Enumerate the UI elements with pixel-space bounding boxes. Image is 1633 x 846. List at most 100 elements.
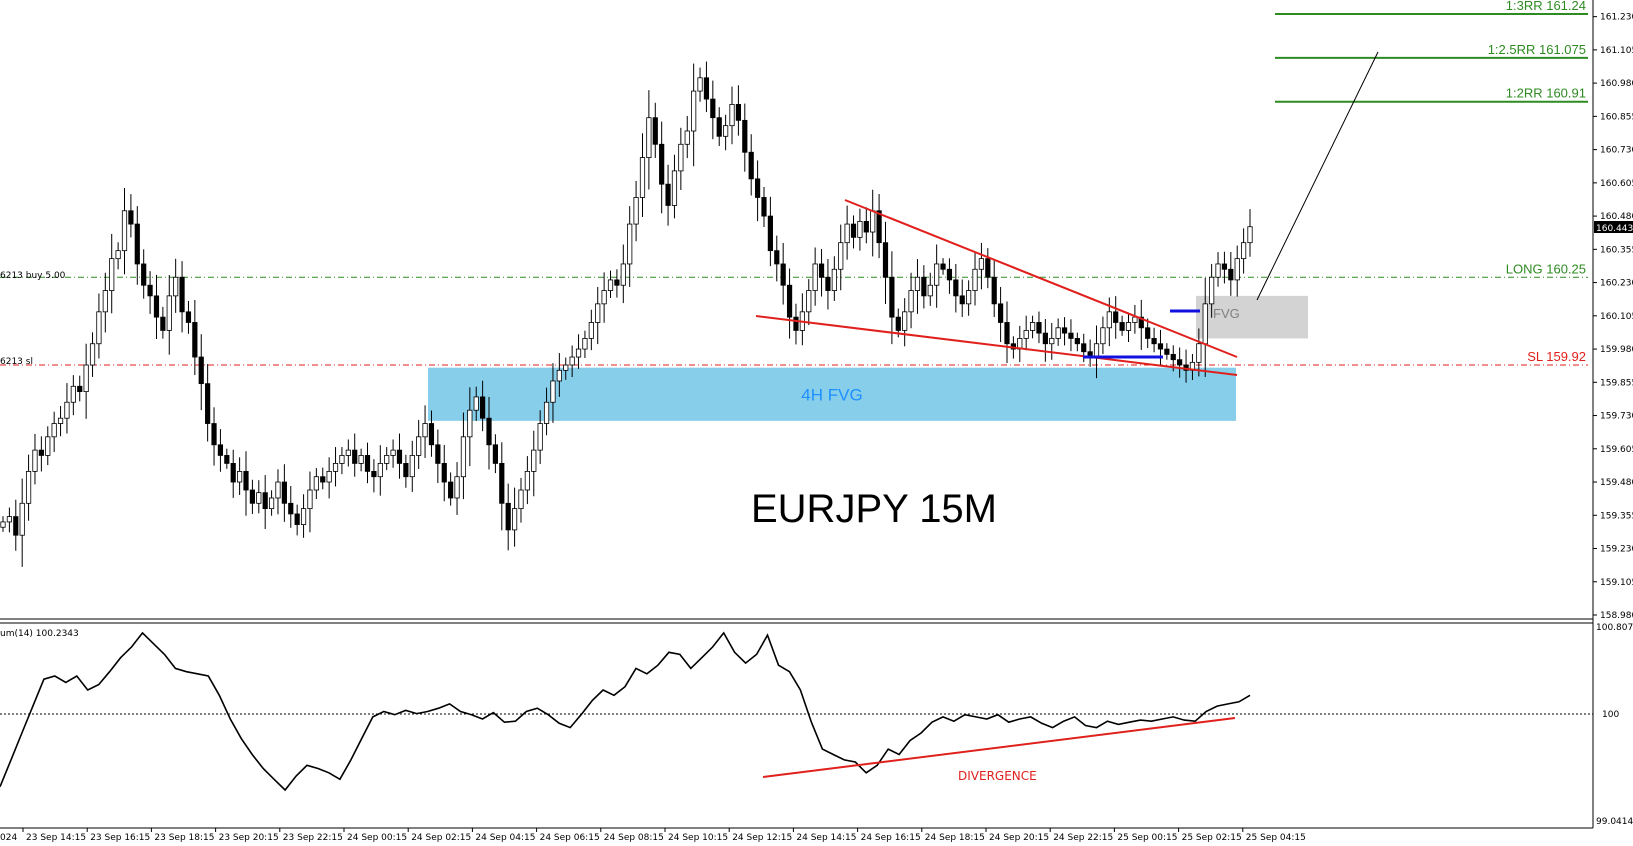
candle [32, 433, 38, 485]
candle [665, 164, 671, 226]
candle [1132, 304, 1138, 334]
candle [524, 456, 530, 505]
candle [205, 364, 211, 442]
left-buy-label: 6213 buy 5.00 [0, 271, 66, 281]
price-tick-label: 159.980 [1600, 345, 1633, 355]
price-tick-label: 160.730 [1600, 146, 1633, 156]
candle [89, 332, 96, 377]
candle [1029, 315, 1036, 339]
candlestick-series [0, 61, 1253, 567]
candle [543, 387, 550, 436]
price-tick-label: 159.230 [1600, 545, 1633, 555]
candle [818, 248, 825, 297]
candle [268, 490, 275, 516]
candle [1055, 318, 1061, 346]
price-tick-label: 160.355 [1600, 245, 1633, 255]
candle [1119, 315, 1125, 336]
time-tick-label: 24 Sep 18:15 [925, 833, 985, 843]
candle [652, 102, 658, 158]
candle [991, 260, 997, 318]
indicator-tick-top: 100.8072 [1596, 623, 1633, 633]
wedge-trendlines [755, 199, 1238, 376]
candle [0, 516, 6, 532]
candle [761, 186, 767, 228]
candle [1151, 327, 1157, 353]
candle [863, 207, 869, 244]
candle [659, 121, 665, 214]
candle [467, 387, 473, 467]
candle [684, 115, 690, 159]
candle [1023, 315, 1029, 351]
candle [153, 274, 160, 339]
candle [799, 293, 805, 346]
candle [448, 472, 454, 506]
candle [51, 411, 57, 452]
candle [729, 86, 735, 145]
price-tick-label: 160.855 [1600, 112, 1633, 122]
time-tick-label: 23 Sep 22:15 [283, 833, 343, 843]
candle [480, 380, 486, 432]
candle [767, 196, 773, 267]
candle [173, 258, 179, 313]
candle [1145, 318, 1151, 349]
candle [492, 434, 499, 474]
candle [134, 206, 140, 285]
candle [786, 268, 793, 339]
price-tick-label: 159.605 [1600, 445, 1633, 455]
candle [838, 224, 844, 291]
candle [179, 261, 185, 333]
candle [1234, 245, 1240, 297]
divergence-line [762, 717, 1236, 778]
time-tick-label: 24 Sep 08:15 [604, 833, 664, 843]
time-tick-label: 24 Sep 16:15 [861, 833, 921, 843]
level-label: SL 159.92 [1527, 349, 1586, 364]
time-tick-label: 24 Sep 04:15 [475, 833, 535, 843]
price-tick-label: 160.480 [1600, 212, 1633, 222]
time-tick-label: 23 Sep 14:15 [26, 833, 86, 843]
projection-line [1256, 51, 1379, 301]
price-tick-label: 161.105 [1600, 46, 1633, 56]
candle [633, 180, 639, 242]
candle [128, 194, 134, 238]
zone-fvg-label: FVG [1213, 306, 1240, 321]
candle [998, 286, 1004, 343]
candle [882, 221, 889, 304]
candle [972, 253, 978, 306]
candle [742, 103, 748, 172]
candle [646, 90, 652, 190]
candle [230, 449, 236, 498]
candle [96, 293, 102, 359]
price-tick-label: 160.605 [1600, 179, 1633, 189]
price-tick-label: 159.355 [1600, 511, 1633, 521]
time-tick-label: 23 Sep 18:15 [154, 833, 214, 843]
candle [934, 244, 940, 308]
indicator-label: um(14) 100.2343 [0, 629, 79, 639]
candle [307, 471, 313, 533]
candle [57, 405, 64, 437]
time-tick-label: 24 Sep 10:15 [668, 833, 728, 843]
candle [102, 272, 108, 333]
candle [1196, 328, 1202, 377]
candle [588, 309, 594, 351]
level-label: LONG 160.25 [1506, 261, 1586, 276]
candle [812, 247, 818, 306]
candle [774, 235, 780, 282]
candle [518, 477, 524, 523]
price-tick-label: 159.730 [1600, 412, 1633, 422]
candle [275, 469, 281, 515]
indicator-tick-bottom: 99.0414 [1596, 817, 1633, 827]
time-axis: 024 23 Sep 14:15 23 Sep 16:15 23 Sep 18:15… [0, 828, 1306, 843]
time-tick-label: 25 Sep 00:15 [1117, 833, 1177, 843]
candle [1125, 312, 1132, 343]
candle [511, 487, 518, 547]
candle [160, 306, 166, 339]
price-tick-label: 160.230 [1600, 279, 1633, 289]
candle [607, 270, 614, 299]
candle [185, 300, 192, 334]
momentum-indicator: DIVERGENCE um(14) 100.2343 100.8072 100 … [0, 623, 1633, 827]
candle [141, 249, 147, 299]
candle [1228, 251, 1234, 296]
candle [460, 412, 467, 500]
candle [25, 454, 32, 521]
candle [428, 410, 435, 457]
